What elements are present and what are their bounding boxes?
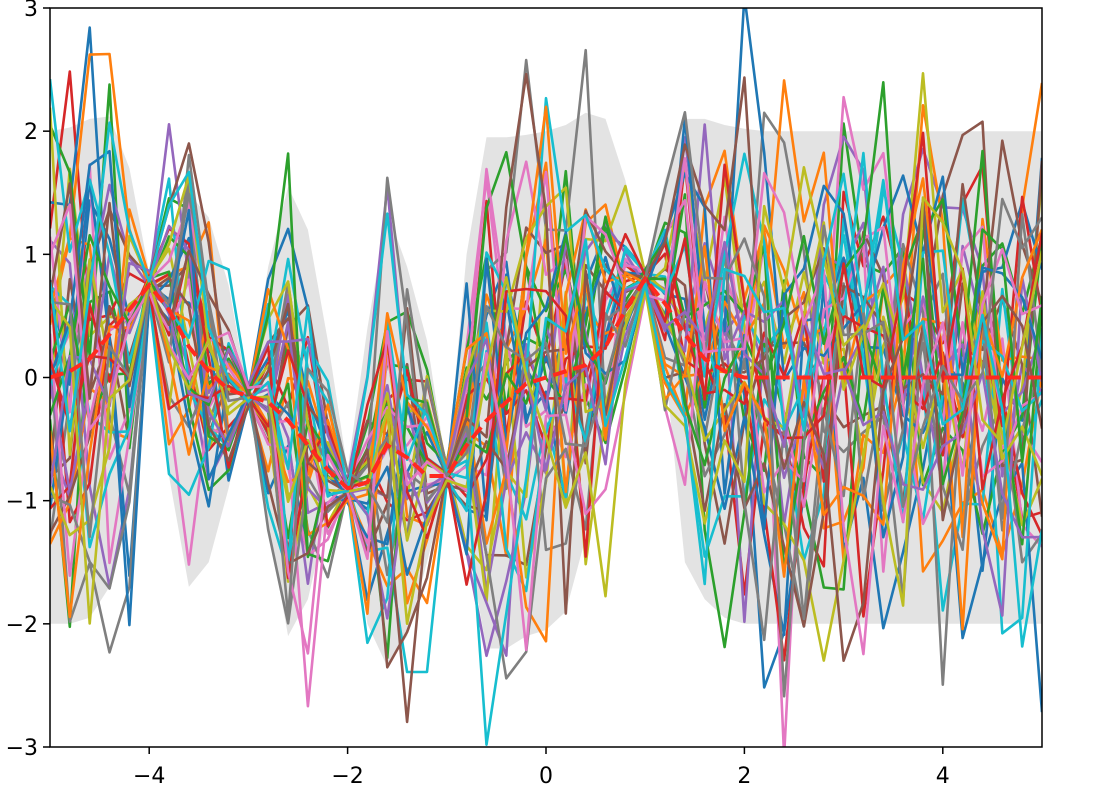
y-tick-label: −2: [6, 613, 38, 638]
sample-line: [50, 111, 1042, 698]
y-tick-label: 3: [24, 0, 38, 22]
sample-line: [50, 83, 1042, 649]
x-tick-label: −2: [331, 764, 363, 789]
y-tick-label: 1: [24, 243, 38, 268]
x-tick-label: 4: [936, 764, 950, 789]
x-tick-label: 0: [539, 764, 553, 789]
mean-line: [50, 275, 1042, 491]
sample-line: [50, 240, 1042, 620]
sample-line: [50, 131, 1042, 586]
sample-line: [50, 78, 1042, 566]
y-tick-label: −1: [6, 490, 38, 515]
sample-line: [50, 95, 1042, 565]
y-tick-label: −3: [6, 736, 38, 761]
mean-curve: [50, 275, 1042, 491]
sample-line: [50, 72, 1042, 669]
y-tick-label: 0: [24, 367, 38, 392]
sample-line: [50, 121, 1042, 747]
y-axis-ticks: −3 −2 −1 0 1 2 3: [6, 0, 50, 761]
x-axis-ticks: −4 −2 0 2 4: [133, 747, 950, 789]
sample-line: [50, 120, 1042, 513]
sample-line: [50, 166, 1042, 626]
sample-lines: [50, 8, 1042, 747]
y-tick-label: 2: [24, 120, 38, 145]
x-tick-label: 2: [737, 764, 751, 789]
x-tick-label: −4: [133, 764, 165, 789]
